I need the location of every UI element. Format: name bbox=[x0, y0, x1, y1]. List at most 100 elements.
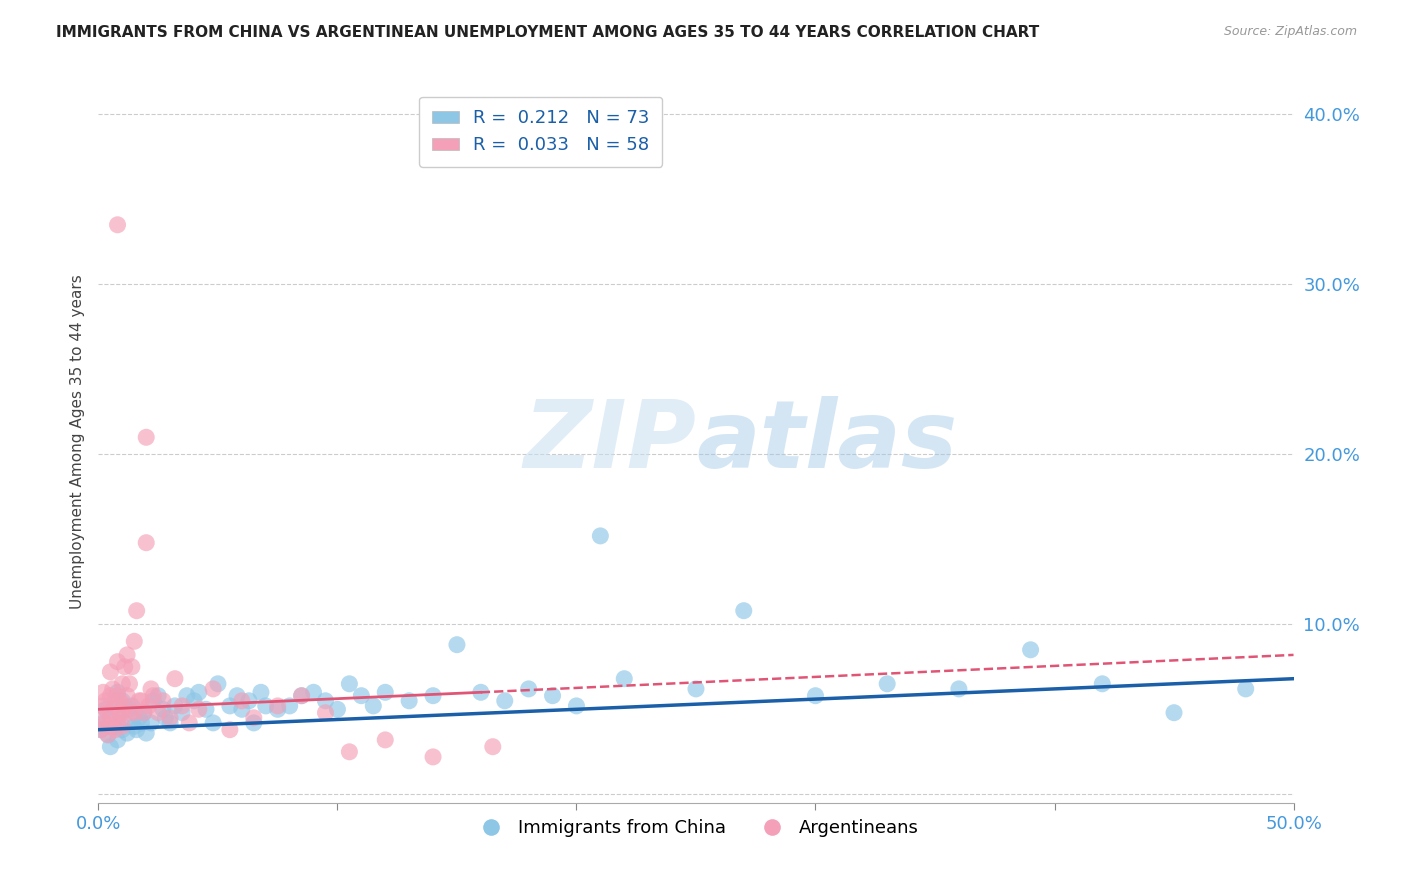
Point bbox=[118, 702, 141, 716]
Point bbox=[91, 715, 114, 730]
Point bbox=[98, 739, 122, 754]
Point bbox=[107, 655, 129, 669]
Point bbox=[1163, 706, 1185, 720]
Point bbox=[176, 689, 198, 703]
Point bbox=[97, 728, 120, 742]
Point bbox=[94, 715, 117, 730]
Point bbox=[350, 689, 373, 703]
Point bbox=[163, 698, 186, 713]
Point bbox=[315, 694, 337, 708]
Point bbox=[948, 681, 970, 696]
Point bbox=[202, 681, 225, 696]
Point bbox=[195, 702, 218, 716]
Point bbox=[494, 694, 516, 708]
Point bbox=[183, 694, 205, 708]
Y-axis label: Unemployment Among Ages 35 to 44 years: Unemployment Among Ages 35 to 44 years bbox=[69, 274, 84, 609]
Point bbox=[131, 715, 153, 730]
Point bbox=[876, 677, 898, 691]
Point bbox=[121, 660, 143, 674]
Point bbox=[111, 677, 134, 691]
Point bbox=[1091, 677, 1114, 691]
Point bbox=[142, 694, 165, 708]
Point bbox=[179, 715, 201, 730]
Point bbox=[111, 694, 134, 708]
Point bbox=[138, 698, 160, 713]
Point bbox=[187, 702, 209, 716]
Point bbox=[101, 711, 124, 725]
Point bbox=[148, 706, 170, 720]
Point bbox=[243, 711, 266, 725]
Point bbox=[207, 677, 229, 691]
Point bbox=[155, 711, 177, 725]
Point bbox=[125, 723, 148, 737]
Point bbox=[238, 694, 260, 708]
Point bbox=[107, 689, 129, 703]
Point bbox=[107, 715, 129, 730]
Point bbox=[115, 689, 138, 703]
Point bbox=[163, 672, 186, 686]
Point bbox=[114, 715, 136, 730]
Point bbox=[118, 677, 141, 691]
Point bbox=[97, 728, 120, 742]
Point bbox=[90, 723, 112, 737]
Point bbox=[374, 732, 396, 747]
Point bbox=[267, 698, 290, 713]
Point bbox=[541, 689, 564, 703]
Point bbox=[101, 681, 124, 696]
Point bbox=[422, 689, 444, 703]
Point bbox=[111, 706, 134, 720]
Point bbox=[152, 694, 174, 708]
Point bbox=[128, 694, 150, 708]
Legend: Immigrants from China, Argentineans: Immigrants from China, Argentineans bbox=[467, 812, 925, 845]
Point bbox=[121, 698, 143, 713]
Text: IMMIGRANTS FROM CHINA VS ARGENTINEAN UNEMPLOYMENT AMONG AGES 35 TO 44 YEARS CORR: IMMIGRANTS FROM CHINA VS ARGENTINEAN UNE… bbox=[56, 25, 1039, 40]
Point bbox=[104, 698, 127, 713]
Point bbox=[114, 698, 136, 713]
Point bbox=[481, 739, 505, 754]
Point bbox=[613, 672, 636, 686]
Point bbox=[107, 685, 129, 699]
Point bbox=[159, 711, 181, 725]
Point bbox=[374, 685, 396, 699]
Point bbox=[250, 685, 273, 699]
Point bbox=[685, 681, 707, 696]
Point bbox=[91, 685, 114, 699]
Point bbox=[291, 689, 314, 703]
Point bbox=[231, 694, 253, 708]
Point bbox=[94, 694, 117, 708]
Point bbox=[111, 719, 134, 733]
Point bbox=[804, 689, 827, 703]
Point bbox=[135, 535, 157, 549]
Point bbox=[128, 711, 150, 725]
Point bbox=[148, 689, 170, 703]
Point bbox=[108, 706, 131, 720]
Point bbox=[159, 715, 181, 730]
Point bbox=[422, 750, 444, 764]
Point bbox=[107, 218, 129, 232]
Point bbox=[118, 706, 141, 720]
Point bbox=[98, 711, 122, 725]
Point bbox=[219, 723, 242, 737]
Point bbox=[124, 706, 146, 720]
Point bbox=[565, 698, 588, 713]
Point bbox=[243, 715, 266, 730]
Point bbox=[326, 702, 349, 716]
Point bbox=[363, 698, 385, 713]
Point bbox=[104, 694, 127, 708]
Point bbox=[98, 719, 122, 733]
Point bbox=[115, 648, 138, 662]
Point bbox=[131, 694, 153, 708]
Text: Source: ZipAtlas.com: Source: ZipAtlas.com bbox=[1223, 25, 1357, 38]
Point bbox=[315, 706, 337, 720]
Point bbox=[231, 702, 253, 716]
Point bbox=[125, 604, 148, 618]
Point bbox=[152, 702, 174, 716]
Point bbox=[108, 694, 131, 708]
Point bbox=[98, 689, 122, 703]
Point bbox=[124, 634, 146, 648]
Point bbox=[132, 706, 155, 720]
Point bbox=[302, 685, 325, 699]
Point bbox=[398, 694, 420, 708]
Point bbox=[589, 529, 612, 543]
Point bbox=[98, 665, 122, 679]
